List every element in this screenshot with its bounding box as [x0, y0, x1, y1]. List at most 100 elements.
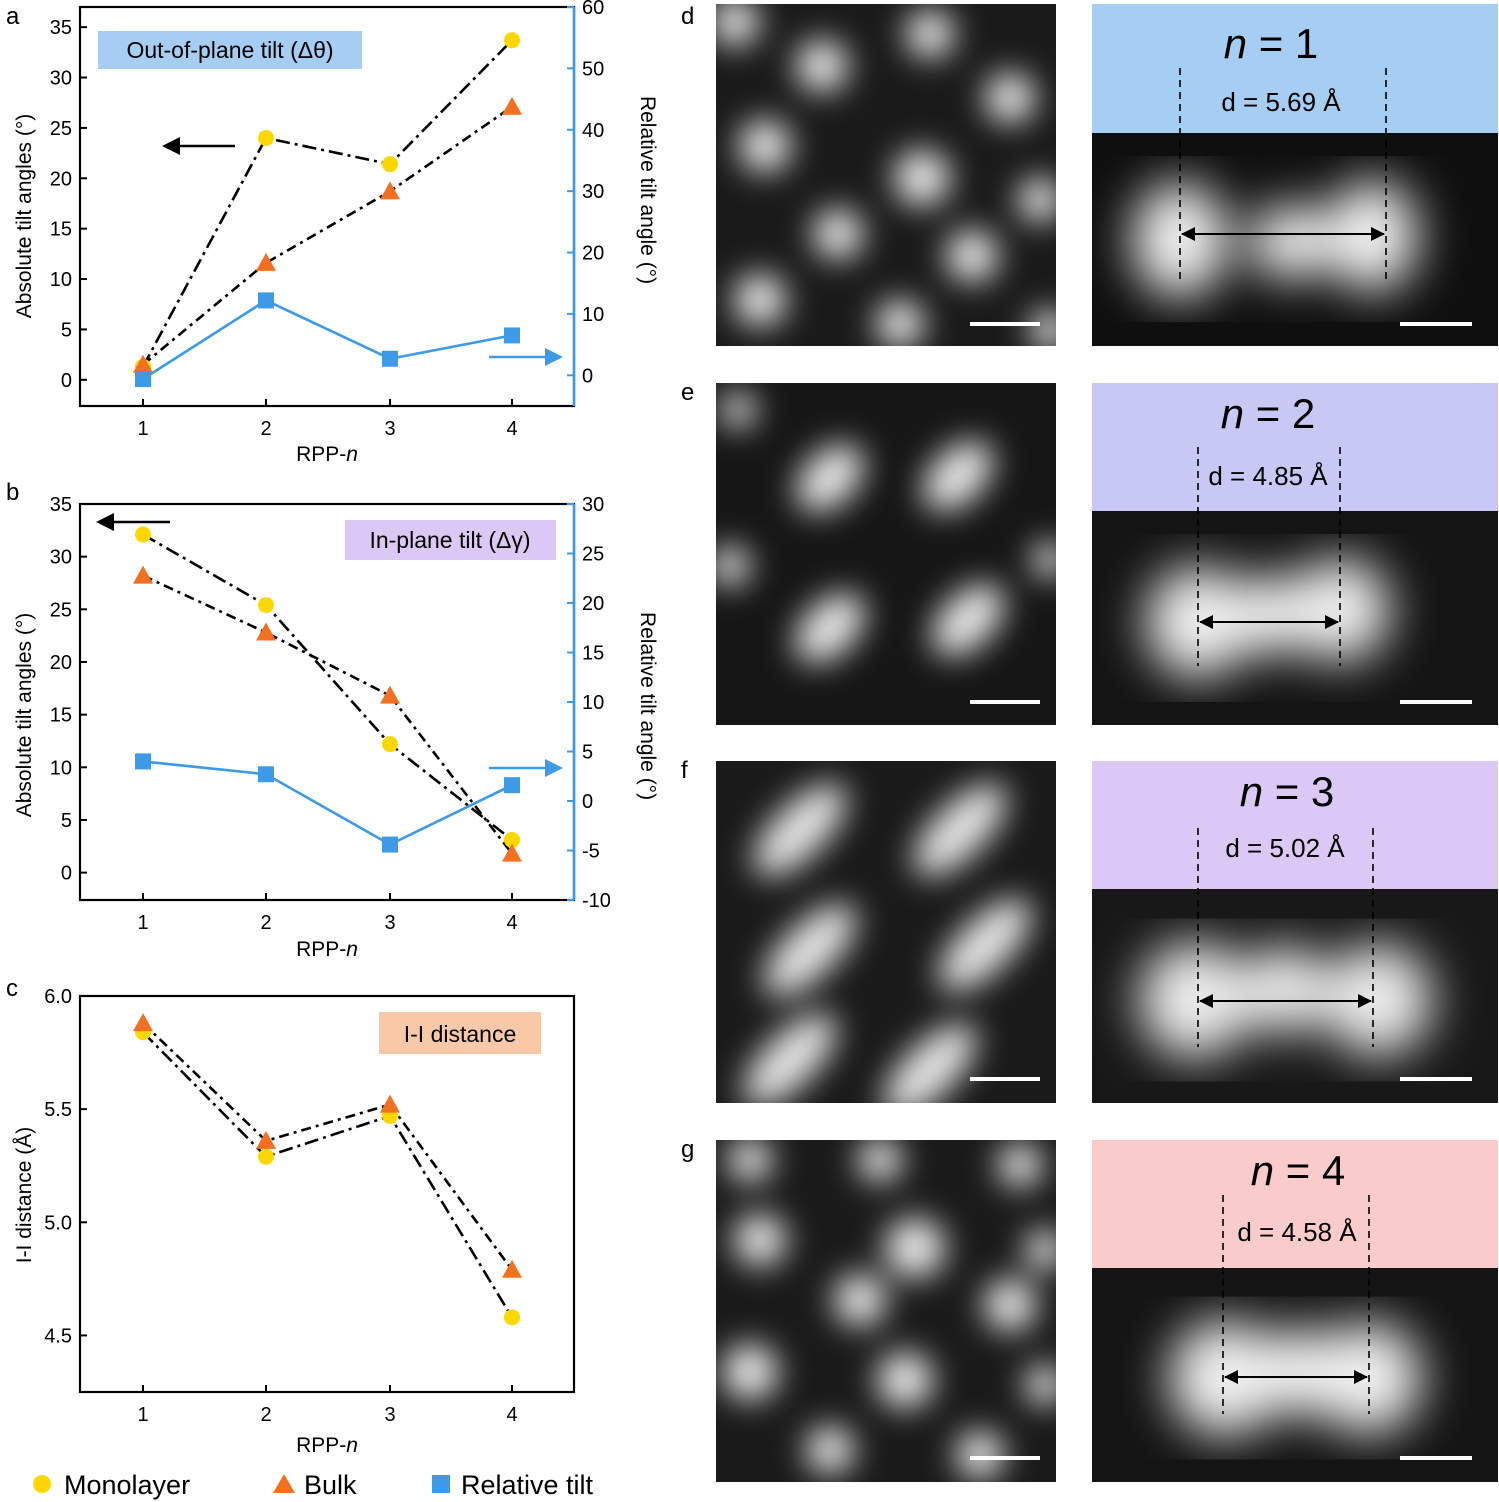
panel-e-n-label: n = 2: [1221, 390, 1316, 437]
panel-d: d n = 1 d = 5.69 Å: [681, 3, 1498, 346]
panel-c-xtick-label: 2: [260, 1404, 271, 1426]
panel-a-letter: a: [6, 3, 20, 30]
panel-a-ytick-label: 30: [50, 68, 72, 90]
panel-b-ytick-right-label: 10: [582, 692, 604, 714]
panel-a-ytick-label: 0: [61, 370, 72, 392]
panel-g-distance: d = 4.58 Å: [1237, 1217, 1357, 1247]
panel-g-letter: g: [681, 1136, 694, 1163]
panel-a-ytick-label: 20: [50, 168, 72, 190]
panel-a-monolayer-line: [141, 39, 513, 368]
legend: Monolayer Bulk Relative tilt: [33, 1470, 594, 1500]
panel-a-monolayer-point: [504, 32, 520, 49]
panel-b-bulk-line: [142, 574, 514, 855]
panel-b-xtick-label: 3: [384, 912, 395, 934]
panel-b-ytick-label: 30: [50, 547, 72, 569]
panel-b-monolayer-point: [382, 736, 398, 753]
panel-g-stem-image: [716, 1140, 1056, 1482]
panel-b-monolayer-point: [258, 597, 274, 614]
panel-b-monolayer-point: [135, 526, 151, 543]
panel-b-left-arrowhead: [96, 513, 114, 531]
panel-g-n-label: n = 4: [1251, 1147, 1346, 1194]
panel-b-ytick-label: 10: [50, 757, 72, 779]
panel-a-right-arrowhead: [545, 348, 563, 366]
legend-relative-tilt-label: Relative tilt: [461, 1470, 594, 1500]
panel-b-ytick-label: 5: [61, 810, 72, 832]
panel-a-bulk-point: [256, 252, 276, 271]
legend-monolayer-label: Monolayer: [64, 1470, 190, 1500]
panel-d-n-label: n = 1: [1224, 20, 1319, 67]
panel-a-relative-tilt-point: [135, 370, 151, 387]
panel-a-xtick-label: 2: [260, 418, 271, 440]
panel-b-ylabel: Absolute tilt angles (°): [13, 613, 36, 818]
legend-bulk-label: Bulk: [304, 1470, 357, 1500]
panel-d-pair-image: [1092, 133, 1498, 346]
panel-b-ytick-label: 35: [50, 494, 72, 516]
panel-b-ytick-label: 25: [50, 599, 72, 621]
panel-f-letter: f: [681, 757, 688, 784]
panel-e-stem-image: [716, 383, 1056, 725]
panel-b-ytick-right-label: -5: [582, 841, 600, 863]
legend-monolayer-marker: [33, 1475, 51, 1493]
panel-e-distance: d = 4.85 Å: [1208, 461, 1328, 491]
panel-b-xtick-label: 1: [137, 912, 148, 934]
panel-a-ytick-right-label: 40: [582, 120, 604, 142]
panel-f-header: [1092, 761, 1498, 889]
panel-b-monolayer-line: [142, 533, 513, 841]
panel-c-bulk-point: [502, 1259, 522, 1278]
panel-c-monolayer-point: [258, 1148, 274, 1165]
panel-a-left-arrowhead: [162, 137, 180, 155]
panel-e-letter: e: [681, 379, 694, 406]
panel-a-xtick-label: 4: [506, 418, 517, 440]
panel-f: f n = 3 d = 5.02 Å: [681, 757, 1498, 1103]
panel-a-ytick-right-label: 20: [582, 243, 604, 265]
panel-a-ytick-right-label: 30: [582, 181, 604, 203]
panel-d-letter: d: [681, 3, 694, 30]
panel-b-ytick-label: 20: [50, 652, 72, 674]
panel-b-ytick-right-label: 30: [582, 494, 604, 516]
panel-a-ytick-label: 25: [50, 118, 72, 140]
panel-e-header: [1092, 383, 1498, 511]
panel-a-ytick-right-label: 50: [582, 58, 604, 80]
panel-c-ytick-label: 4.5: [44, 1325, 72, 1347]
panel-c-chart: c I-I distance I-I distance (Å) RPP-n 4.…: [6, 975, 576, 1457]
panel-g: g n = 4 d = 4.58 Å: [681, 1136, 1498, 1482]
panel-e-pair-image: [1092, 511, 1498, 725]
panel-b-letter: b: [6, 479, 19, 506]
panel-a-title: Out-of-plane tilt (Δθ): [126, 37, 333, 63]
legend-bulk-marker: [273, 1474, 295, 1493]
panel-a-monolayer-point: [382, 156, 398, 173]
panel-a-bulk-point: [502, 96, 522, 115]
panel-b-relative-tilt-point: [258, 766, 274, 783]
panel-c-letter: c: [6, 975, 18, 1002]
panel-b-ytick-right-label: 15: [582, 643, 604, 665]
panel-e-arrowheads: [1199, 615, 1339, 629]
panel-b-ytick-right-label: 5: [582, 742, 593, 764]
panel-d-distance: d = 5.69 Å: [1221, 87, 1341, 117]
panel-c-ytick-label: 5.5: [44, 1099, 72, 1121]
panel-a-ylabel: Absolute tilt angles (°): [13, 114, 36, 319]
panel-a-ylabel-right: Relative tilt angle (°): [636, 96, 659, 284]
panel-b-relative-tilt-point: [382, 836, 398, 853]
panel-c-monolayer-point: [504, 1309, 520, 1326]
panel-c-bulk-point: [256, 1130, 276, 1149]
panel-b-bulk-point: [502, 843, 522, 862]
panel-b-xtick-label: 4: [506, 912, 517, 934]
panel-a-xlabel: RPP-n: [296, 443, 358, 466]
panel-a-title-box: [98, 31, 362, 69]
panel-a-ytick-right-label: 60: [582, 0, 604, 19]
panel-f-pair-image: [1092, 889, 1498, 1103]
panel-c-ytick-label: 5.0: [44, 1212, 72, 1234]
panel-c-xtick-label: 3: [384, 1404, 395, 1426]
panel-b-ytick-label: 0: [61, 863, 72, 885]
panel-b-ytick-right-label: 20: [582, 593, 604, 615]
panel-b-title-box: [345, 520, 556, 560]
panel-d-header: [1092, 4, 1498, 133]
panel-a-xtick-label: 3: [384, 418, 395, 440]
legend-relative-tilt-marker: [432, 1475, 450, 1493]
panel-d-stem-image: [716, 4, 1056, 346]
panel-b-relative-tilt-line: [142, 760, 513, 847]
panel-f-stem-image: [716, 761, 1056, 1103]
panel-g-header: [1092, 1140, 1498, 1268]
panel-a-relative-tilt-line: [142, 298, 513, 381]
panel-c-monolayer-line: [142, 1031, 514, 1318]
